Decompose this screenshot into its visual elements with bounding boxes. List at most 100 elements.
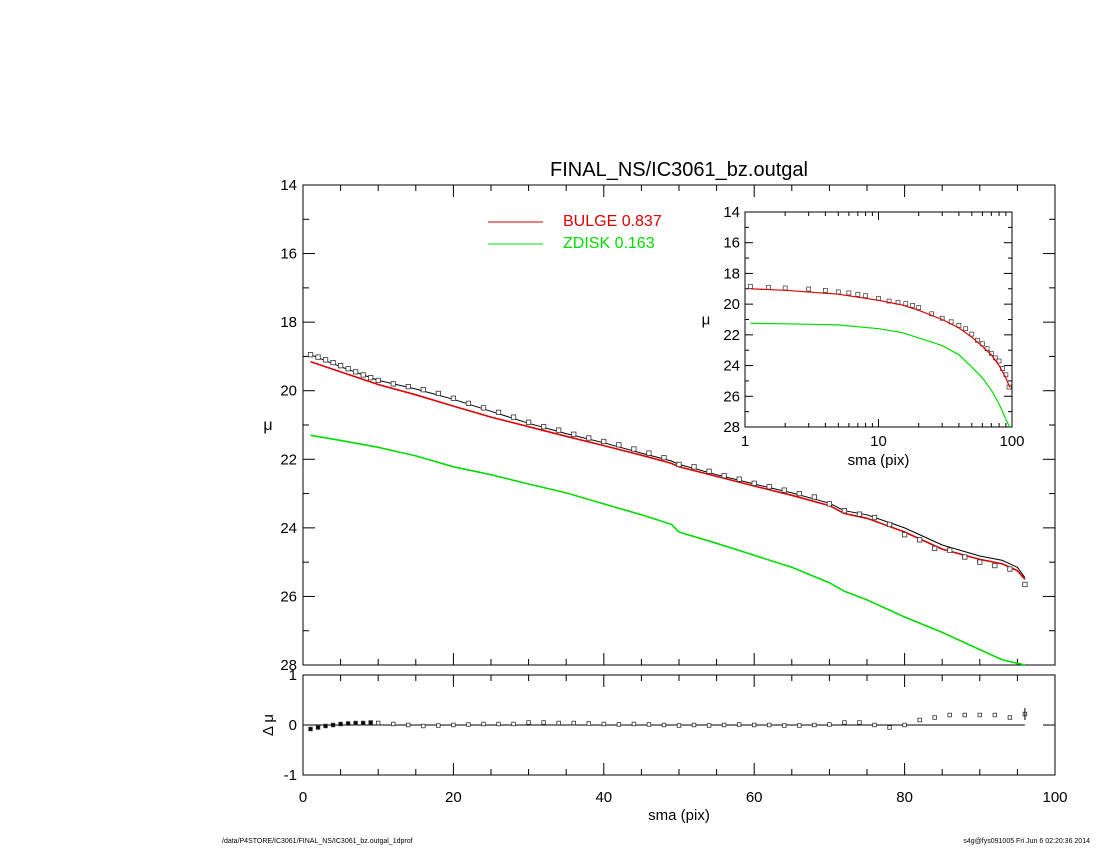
x-tick-label: 20	[445, 789, 462, 806]
footer-file-path: /data/P4STORE/IC3061/FINAL_NS/IC3061_bz.…	[222, 838, 413, 845]
residual-point	[601, 721, 606, 727]
x-tick-label: 40	[595, 789, 612, 806]
data-point	[510, 414, 517, 420]
data-point	[886, 521, 893, 528]
legend-label-bulge: BULGE 0.837	[563, 213, 662, 230]
inset-data-point	[886, 298, 892, 304]
residual-point	[345, 721, 351, 726]
data-point	[435, 390, 441, 397]
data-point	[902, 532, 908, 538]
data-point	[691, 464, 697, 470]
residual-point	[481, 721, 486, 727]
residual-point	[706, 723, 712, 728]
data-point	[676, 461, 682, 468]
residual-point	[631, 721, 637, 727]
residual-point	[406, 722, 411, 728]
resid-y-axis-label: Δ μ	[260, 714, 277, 736]
data-point	[631, 446, 637, 452]
residual-point	[962, 712, 967, 718]
inset-data-point	[863, 293, 868, 299]
data-point	[706, 468, 712, 474]
data-point	[405, 383, 411, 390]
data-point	[932, 545, 938, 552]
residual-point	[586, 721, 591, 726]
inset-y-tick-label: 20	[723, 296, 740, 313]
data-point	[721, 473, 727, 479]
residual-point	[812, 722, 817, 728]
residual-point	[827, 722, 832, 727]
data-point	[977, 559, 983, 565]
residual-point	[902, 722, 907, 728]
residual-point	[436, 723, 441, 728]
residual-point	[977, 712, 982, 718]
y-tick-label: 24	[280, 520, 297, 537]
residual-point	[368, 720, 373, 725]
inset-series-line	[750, 288, 1011, 388]
data-point	[556, 427, 562, 433]
residual-point	[571, 720, 576, 726]
inset-x-tick-label: 10	[870, 433, 887, 450]
data-point	[736, 476, 742, 482]
data-point	[871, 514, 878, 521]
data-point	[541, 424, 547, 430]
inset-y-tick-label: 22	[723, 327, 740, 344]
data-point	[495, 409, 502, 415]
y-axis-label: μ	[263, 417, 272, 434]
chart-title: FINAL_NS/IC3061_bz.outgal	[550, 159, 808, 181]
residual-point	[526, 720, 531, 725]
data-point	[337, 363, 344, 369]
data-point	[465, 400, 472, 407]
inset-data-point	[846, 290, 852, 296]
resid-y-tick-label: 1	[289, 667, 297, 684]
y-tick-label: 26	[280, 588, 297, 605]
residual-point	[887, 725, 892, 730]
inset-data-point	[916, 305, 922, 310]
residual-point	[752, 722, 757, 728]
data-point	[646, 450, 652, 456]
series-line-zdisk	[310, 434, 1026, 666]
y-tick-label: 14	[280, 177, 297, 194]
main-profile-chart: 14 16 18 20 22 24 26 28 FINAL_NS/IC3061_bz.outga…	[263, 159, 1056, 674]
x-tick-label: 100	[1042, 789, 1067, 806]
data-point	[450, 395, 457, 401]
data-point	[360, 372, 366, 378]
residual-point	[556, 720, 561, 726]
residual-point	[932, 715, 937, 720]
residual-point	[676, 723, 682, 728]
inset-series-line	[750, 322, 1011, 428]
data-point	[962, 554, 968, 560]
inset-data-point	[766, 284, 771, 290]
inset-data-point	[855, 291, 861, 297]
y-tick-label: 20	[280, 383, 297, 400]
y-tick-label: 22	[280, 451, 297, 468]
residual-point	[661, 722, 667, 728]
inset-x-tick-label: 100	[999, 433, 1024, 450]
x-axis-label: sma (pix)	[648, 807, 710, 824]
inset-y-tick-label: 16	[723, 235, 740, 252]
inset-data-point	[835, 289, 841, 295]
inset-frame	[744, 211, 1013, 428]
inset-data-point	[823, 287, 828, 293]
data-point	[1022, 581, 1028, 588]
data-point	[353, 369, 359, 375]
data-point	[330, 359, 336, 366]
residual-point	[496, 721, 501, 727]
inset-data-point	[748, 284, 753, 289]
x-tick-label: 0	[299, 789, 307, 806]
data-point	[390, 381, 396, 387]
data-point	[322, 357, 329, 363]
data-point	[766, 484, 772, 490]
residual-point	[872, 722, 877, 728]
data-point	[571, 431, 577, 437]
residual-point	[1007, 715, 1013, 720]
inset-log-chart: 14 16 18 20 22 24 26 281 10 100 sma (pix) μ	[702, 204, 1025, 469]
residual-point	[767, 722, 772, 728]
data-point	[947, 547, 953, 553]
inset-y-tick-label: 26	[723, 388, 740, 405]
inset-y-axis-label: μ	[702, 312, 711, 329]
residual-point	[797, 723, 802, 728]
residual-point	[375, 720, 381, 726]
residual-point	[466, 722, 471, 727]
